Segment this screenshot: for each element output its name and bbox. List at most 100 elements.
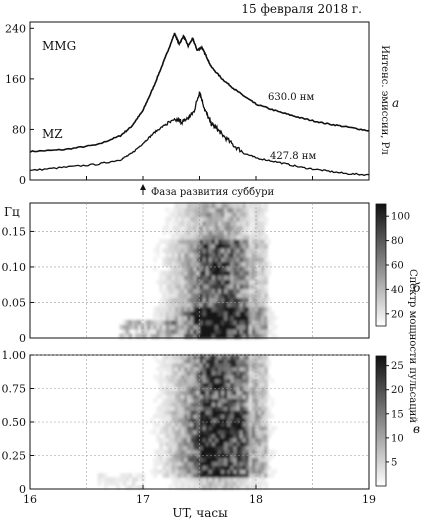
heatmap-cell <box>227 457 231 462</box>
heatmap-cell <box>174 203 179 209</box>
heatmap-cell <box>174 358 179 364</box>
heatmap-cell <box>218 279 222 285</box>
heatmap-cell <box>218 261 222 267</box>
heatmap-cell <box>208 374 213 380</box>
heatmap-cell <box>258 270 262 276</box>
heatmap-cell <box>159 382 164 388</box>
heatmap-cell <box>245 302 250 308</box>
heatmap-cell <box>199 221 204 227</box>
heatmap-cell <box>255 382 259 388</box>
heatmap-cell <box>156 410 161 415</box>
heatmap-cell <box>211 275 216 281</box>
heatmap-cell <box>177 248 182 254</box>
heatmap-cell <box>218 473 222 478</box>
heatmap-cell <box>211 212 216 218</box>
heatmap-cell <box>208 469 213 474</box>
heatmap-cell <box>218 469 222 474</box>
heatmap-cell <box>196 279 201 285</box>
heatmap-cell <box>239 284 244 290</box>
heatmap-cell <box>218 230 222 236</box>
heatmap-cell <box>230 441 234 447</box>
heatmap-cell <box>258 252 262 258</box>
heatmap-cell <box>122 473 127 478</box>
heatmap-cell <box>202 243 207 249</box>
heatmap-cell <box>214 374 219 380</box>
heatmap-cell <box>236 293 241 299</box>
heatmap-cell <box>233 270 238 276</box>
heatmap-cell <box>245 414 250 419</box>
heatmap-cell <box>233 284 238 290</box>
heatmap-cell <box>153 320 157 326</box>
heatmap-cell <box>248 437 253 443</box>
heatmap-cell <box>233 469 238 474</box>
heatmap-cell <box>174 293 179 299</box>
heatmap-cell <box>248 203 253 209</box>
panel-a-ylabel: Интенс. эмиссии, Рл <box>379 45 390 154</box>
heatmap-cell <box>227 477 231 482</box>
heatmap-cell <box>181 477 185 482</box>
station-label-mmg: MMG <box>42 39 76 53</box>
heatmap-cell <box>258 477 262 482</box>
heatmap-cell <box>202 449 207 455</box>
heatmap-cell <box>264 422 268 427</box>
heatmap-cell <box>227 306 231 312</box>
heatmap-cell <box>221 394 225 399</box>
heatmap-cell <box>181 324 185 330</box>
heatmap-cell <box>181 203 185 209</box>
heatmap-cell <box>190 374 194 380</box>
heatmap-cell <box>193 433 197 439</box>
heatmap-cell <box>205 221 210 227</box>
heatmap-cell <box>218 437 222 443</box>
heatmap-cell <box>162 418 167 423</box>
heatmap-cell <box>177 329 182 335</box>
heatmap-cell <box>230 225 234 231</box>
heatmap-cell <box>208 437 213 443</box>
heatmap-cell <box>187 279 191 285</box>
heatmap-cell <box>196 370 201 376</box>
heatmap-cell <box>190 414 194 419</box>
heatmap-cell <box>227 453 231 458</box>
heatmap-cell <box>251 481 256 486</box>
heatmap-cell <box>251 212 256 218</box>
heatmap-cell <box>153 449 157 455</box>
heatmap-cell <box>174 366 179 372</box>
heatmap-cell <box>224 333 228 339</box>
heatmap-cell <box>218 207 222 213</box>
heatmap-cell <box>174 445 179 451</box>
heatmap-cell <box>258 402 262 407</box>
heatmap-cell <box>202 461 207 466</box>
heatmap-cell <box>233 394 238 399</box>
heatmap-cell <box>227 473 231 478</box>
heatmap-cell <box>168 429 173 435</box>
heatmap-cell <box>199 288 204 294</box>
heatmap-cell <box>184 275 188 281</box>
heatmap-cell <box>205 324 210 330</box>
heatmap-cell <box>221 293 225 299</box>
heatmap-cell <box>165 366 170 372</box>
heatmap-cell <box>236 477 241 482</box>
heatmap-cell <box>177 437 182 443</box>
panel-a-ytick-label: 240 <box>5 22 26 35</box>
heatmap-cell <box>165 406 170 411</box>
heatmap-cell <box>230 406 234 411</box>
heatmap-cell <box>236 410 241 415</box>
heatmap-cell <box>258 358 262 364</box>
heatmap-cell <box>264 457 268 462</box>
heatmap-cell <box>162 433 167 439</box>
heatmap-cell <box>248 279 253 285</box>
heatmap-cell <box>264 465 268 470</box>
heatmap-cell <box>193 261 197 267</box>
heatmap-cell <box>239 248 244 254</box>
heatmap-cell <box>153 257 157 263</box>
heatmap-cell <box>174 477 179 482</box>
heatmap-cell <box>184 378 188 384</box>
heatmap-cell <box>230 418 234 423</box>
heatmap-cell <box>270 429 275 435</box>
colorbar-tick-label: 80 <box>391 236 404 247</box>
heatmap-cell <box>165 445 170 451</box>
heatmap-cell <box>184 449 188 455</box>
heatmap-cell <box>199 390 204 395</box>
heatmap-cell <box>171 374 176 380</box>
heatmap-cell <box>174 248 179 254</box>
heatmap-cell <box>233 429 238 435</box>
